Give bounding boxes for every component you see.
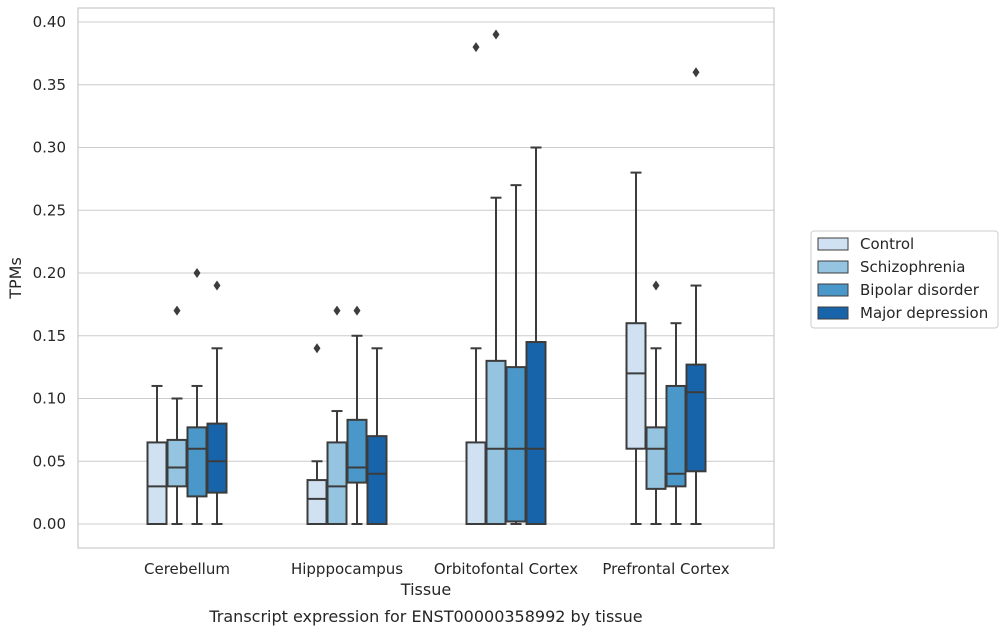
y-tick-label: 0.40 [33, 13, 66, 31]
outlier-point [333, 305, 341, 316]
outlier-point [353, 305, 361, 316]
box-bipolar-disorder [186, 268, 208, 525]
box-body [525, 341, 547, 525]
y-tick-label: 0.15 [33, 327, 66, 345]
legend-label: Major depression [860, 304, 988, 322]
y-tick-labels: 0.00 0.05 0.10 0.15 0.20 0.25 0.30 0.35 0.40 [33, 13, 66, 533]
outlier-point [213, 280, 221, 291]
outlier-point [193, 268, 201, 278]
outlier-point [652, 280, 660, 291]
box-body [326, 441, 348, 525]
box-schizophrenia [645, 280, 667, 525]
legend-label: Control [860, 235, 914, 253]
box-body [645, 426, 667, 490]
legend-swatch [817, 237, 849, 251]
outlier-point [173, 305, 181, 316]
y-tick-label: 0.10 [33, 390, 66, 408]
chart-caption: Transcript expression for ENST0000035899… [208, 607, 642, 626]
outlier-point [492, 29, 500, 40]
box-bipolar-disorder [665, 322, 687, 525]
box-body [186, 426, 208, 498]
x-tick-labels: Cerebellum Hipppocampus Orbitofontal Corte… [144, 560, 730, 578]
outlier-point [692, 67, 700, 78]
box-body [306, 479, 328, 526]
box-body [485, 359, 507, 525]
box-body [166, 438, 188, 488]
x-tick-label: Cerebellum [144, 560, 230, 578]
box-control [625, 171, 647, 525]
box-control [146, 384, 168, 525]
legend-swatch [817, 283, 849, 297]
box-major-depression [525, 146, 547, 525]
y-tick-label: 0.35 [33, 76, 66, 94]
box-body [625, 322, 647, 450]
box-body [346, 418, 368, 484]
y-tick-label: 0.00 [33, 515, 66, 533]
box-body [146, 441, 168, 525]
box-schizophrenia [485, 29, 507, 525]
legend-swatch [817, 306, 849, 320]
y-axis-label: TPMs [6, 257, 25, 300]
x-tick-label: Orbitofontal Cortex [434, 560, 578, 578]
box-groups [146, 29, 707, 526]
box-major-depression [366, 347, 388, 525]
x-tick-label: Prefrontal Cortex [602, 560, 729, 578]
box-body [505, 366, 527, 523]
x-axis-label: Tissue [400, 580, 451, 599]
plot-frame [77, 7, 775, 549]
legend-frame [810, 230, 999, 329]
box-control [465, 42, 487, 525]
y-tick-label: 0.25 [33, 201, 66, 219]
y-tick-label: 0.30 [33, 139, 66, 157]
box-major-depression [685, 67, 707, 525]
box-body [366, 435, 388, 525]
box-major-depression [206, 280, 228, 525]
box-body [665, 384, 687, 488]
outlier-point [313, 343, 321, 354]
box-body [685, 363, 707, 473]
box-body [465, 441, 487, 525]
legend-label: Schizophrenia [860, 258, 965, 276]
y-tick-label: 0.05 [33, 452, 66, 470]
outlier-point [472, 42, 480, 53]
legend-label: Bipolar disorder [860, 281, 980, 299]
legend: Control Schizophrenia Bipolar disorder Majo… [810, 230, 999, 329]
legend-swatch [817, 260, 849, 274]
box-body [206, 422, 228, 494]
box-bipolar-disorder [346, 305, 368, 525]
x-tick-label: Hipppocampus [291, 560, 403, 578]
y-tick-label: 0.20 [33, 264, 66, 282]
